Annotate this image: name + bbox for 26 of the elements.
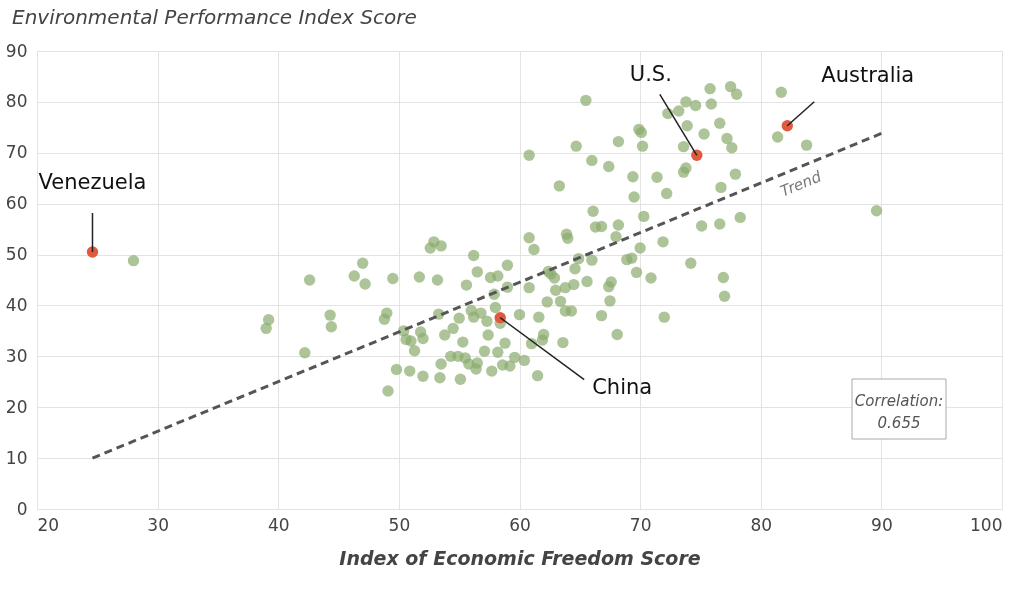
chart-title: Environmental Performance Index Score [12, 5, 417, 29]
y-tick-label: 60 [5, 193, 28, 214]
x-tick-label: 40 [267, 514, 290, 535]
x-tick-label: 50 [388, 514, 411, 535]
y-tick-label: 50 [5, 244, 28, 265]
y-tick-label: 80 [5, 91, 28, 112]
annotation: Australia [821, 62, 915, 87]
x-axis-title: Index of Economic Freedom Score [339, 546, 701, 569]
y-tick-label: 0 [16, 498, 28, 519]
annotation: China [592, 374, 653, 399]
x-tick-label: 80 [750, 514, 773, 535]
annotation: Correlation: 0.655 [854, 392, 944, 432]
x-tick-label: 60 [509, 514, 531, 535]
y-tick-label: 90 [5, 40, 28, 61]
x-tick-label: 20 [37, 514, 60, 535]
y-tick-label: 20 [5, 396, 28, 417]
x-tick-label: 100 [970, 514, 1003, 535]
x-tick-label: 30 [147, 514, 169, 535]
y-tick-label: 40 [5, 294, 28, 315]
x-tick-label: 70 [629, 514, 652, 535]
y-tick-label: 70 [5, 142, 28, 163]
annotation: U.S. [629, 62, 672, 87]
y-tick-label: 30 [5, 345, 28, 366]
x-tick-label: 90 [871, 514, 893, 535]
y-tick-label: 10 [5, 447, 28, 468]
annotation: Venezuela [38, 170, 147, 195]
